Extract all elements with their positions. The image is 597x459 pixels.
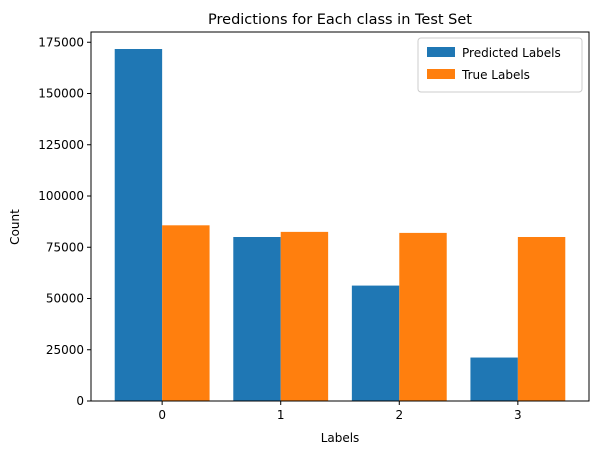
- y-tick-label: 25000: [46, 343, 84, 357]
- x-tick-label: 2: [395, 408, 403, 422]
- axes-layer: 0 25000 50000 75000 100000 125000 150000 175000…: [38, 31, 590, 422]
- y-tick-label: 175000: [38, 35, 84, 49]
- y-tick-label: 100000: [38, 189, 84, 203]
- legend-label: True Labels: [461, 68, 530, 82]
- y-tick-label: 150000: [38, 87, 84, 101]
- x-tick-label: 0: [158, 408, 166, 422]
- bar-true-labels-1: [280, 231, 329, 402]
- bar-predicted-labels-3: [470, 357, 518, 401]
- legend-swatch: [427, 69, 455, 79]
- bar-predicted-labels-0: [114, 49, 163, 401]
- y-tick-label: 75000: [46, 240, 84, 254]
- y-tick-label: 50000: [46, 292, 84, 306]
- bar-true-labels-0: [162, 225, 210, 401]
- bar-predicted-labels-2: [351, 285, 400, 401]
- plot-frame: [90, 31, 590, 402]
- chart-title: Predictions for Each class in Test Set: [208, 12, 472, 28]
- x-tick-label: 3: [514, 408, 522, 422]
- bar-true-labels-3: [517, 237, 566, 401]
- x-axis-label: Labels: [321, 431, 360, 445]
- bar-predicted-labels-1: [233, 237, 281, 401]
- bars-layer: [114, 49, 566, 402]
- legend-label: Predicted Labels: [462, 46, 561, 60]
- x-tick-label: 1: [277, 408, 285, 422]
- legend-box: [417, 37, 583, 93]
- legend-swatch: [427, 47, 455, 57]
- legend: Predicted Labels True Labels: [417, 37, 583, 93]
- y-tick-label: 125000: [38, 138, 84, 152]
- bar-true-labels-2: [399, 232, 447, 401]
- y-tick-label: 0: [76, 394, 84, 408]
- y-axis-label: Count: [8, 209, 22, 245]
